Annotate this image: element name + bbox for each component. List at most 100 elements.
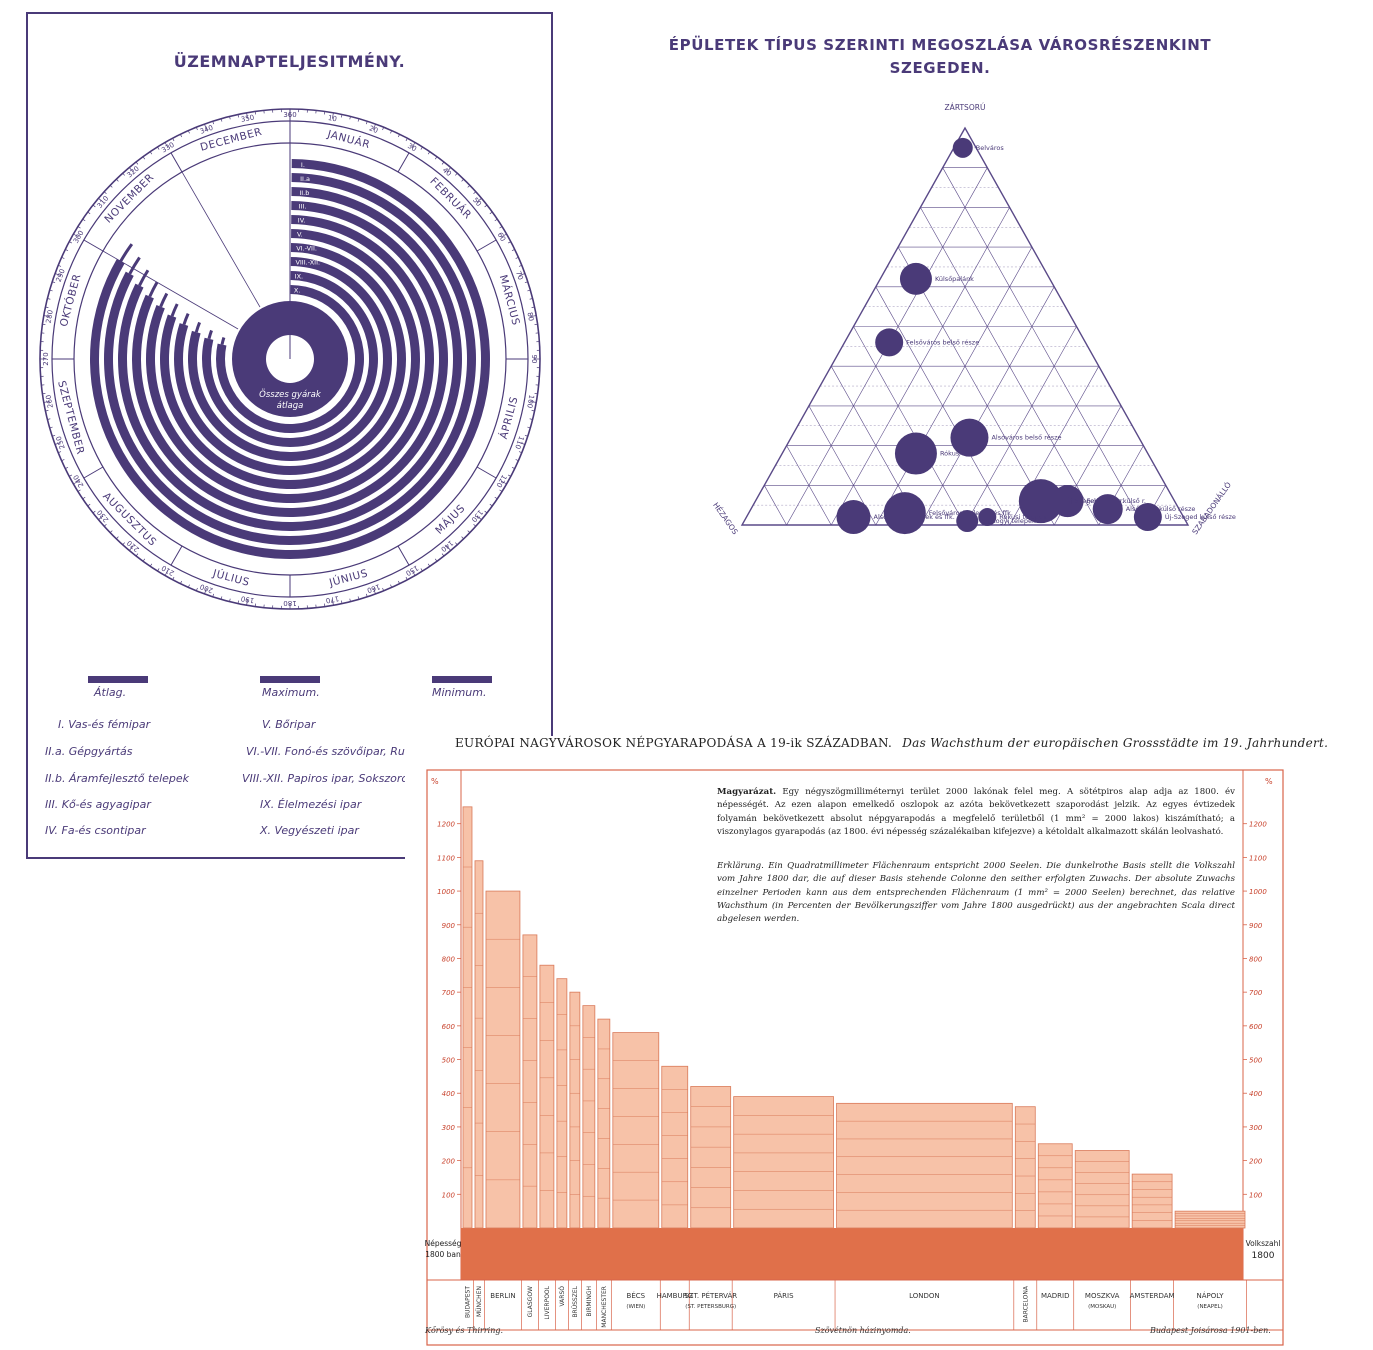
category-sub-label: (WIEN) [626,1304,645,1310]
ring-label: VI.-VII. [296,245,317,253]
scale-tick [142,156,146,160]
scale-tick [529,298,533,300]
scale-label: 320 [125,165,140,180]
scale-tick [332,599,334,606]
scale-tick [441,553,445,557]
scale-tick [87,211,91,215]
axis-unit-right: % [1265,777,1273,786]
scale-tick [511,466,515,469]
ternary-title-line-2: SZEGEDEN. [889,59,991,77]
band-arrow [159,292,169,308]
average-disc [232,301,290,417]
scale-tick [397,134,400,138]
scale-label: 270 [42,352,50,365]
category-label: LONDON [909,1292,940,1300]
industry-item: V. Bőripar [262,718,316,731]
category-label: AMSTERDAM [1130,1292,1175,1300]
growth-bar [597,1018,611,1229]
explanation-de-label: Erklärung. [717,861,764,871]
scale-label: 10 [327,114,337,123]
category-label: BARCELONA [1022,1285,1029,1322]
building-types-panel: ÉPÜLETEK TÍPUS SZERINTI MEGOSZLÁSA VÁROS… [620,20,1260,610]
scale-tick [109,185,113,188]
point-label: Alsóváros belső része [991,433,1061,442]
growth-bar [661,1065,689,1229]
scale-tick [229,116,231,120]
scale-tick [446,167,451,173]
scale-tick [519,442,526,445]
scale-tick [45,306,49,308]
scale-label: 190 [240,594,255,604]
legend-swatch-minimum [432,676,492,683]
y-tick-label: 500 [442,1057,456,1065]
ring-label: IX. [295,273,303,281]
growth-bar [1131,1173,1173,1229]
legend-label-minimum: Minimum. [432,686,487,699]
scale-tick [515,256,519,259]
scale-tick [530,315,537,317]
scale-tick [390,130,393,134]
band-arrow [170,303,179,317]
growth-bar [1014,1106,1036,1229]
y-tick-label: 900 [442,922,456,930]
grid-line [764,485,787,526]
explanation-hu-text: Egy négyszögmilliméternyi terület 2000 l… [717,787,1235,837]
scale-tick [92,204,96,208]
center-label: Összes gyárak [259,389,322,400]
scale-tick [187,130,190,134]
base-label-left: Népesség [425,1239,462,1248]
scale-label: 100 [525,394,535,409]
growth-bar [522,934,538,1229]
growth-bar-chart: % % 100 100 200 200 300 300 400 400 500 500 600 600 70… [425,769,1284,1346]
category-sub-label: (ST. PETERSBURG) [685,1304,736,1310]
radial-guide [181,171,261,308]
scale-tick [357,118,360,122]
legend-label-average: Átlag. [94,686,127,699]
scale-tick [82,218,86,222]
scale-tick [187,584,190,588]
point-label: Belváros [976,144,1005,152]
data-point [1133,503,1162,532]
ring-label: VIII.-XII. [295,259,320,267]
scale-tick [246,112,248,119]
scale-tick [476,198,482,203]
scale-tick [467,185,471,188]
scale-tick [172,138,175,142]
growth-bar [1037,1143,1073,1229]
scale-tick [341,114,343,118]
data-point [956,510,979,533]
footer-place: Budapest Joisárosa 1901-ben. [1150,1326,1271,1335]
scale-tick [529,418,533,420]
scale-tick [149,151,153,155]
scale-label: 60 [496,231,507,243]
growth-bar [485,890,521,1229]
y-tick-label: 200 [1249,1158,1263,1166]
scale-tick [196,587,198,591]
ternary-title-line-1: ÉPÜLETEK TÍPUS SZERINTI MEGOSZLÁSA VÁROS… [668,36,1212,54]
growth-bar [612,1032,660,1229]
month-divider [397,545,410,566]
scale-tick [507,241,511,244]
band-arrow [220,337,226,345]
y-tick-label: 200 [442,1158,456,1166]
scale-tick [47,298,51,300]
month-label: ÁPRILIS [497,395,521,441]
scale-tick [519,273,526,276]
growth-title-de: Das Wachsthum der europäischen Grossstäd… [902,736,1329,750]
month-label: MÁRCIUS [497,273,523,327]
scale-tick [446,545,451,551]
scale-tick [135,161,139,165]
vertex-label-right: SZABADONÁLLÓ [1190,480,1233,536]
scale-tick [212,121,215,125]
y-tick-label: 1100 [1249,854,1267,862]
month-label: MÁJUS [433,502,468,537]
scale-tick [73,480,79,485]
point-label: Külsőpalánk [935,274,974,283]
scale-tick [420,568,423,572]
scale-tick [164,570,169,576]
growth-bar [1074,1150,1130,1229]
y-tick-label: 1000 [1249,888,1267,896]
industry-item: II.a. Gépgyártás [45,745,133,758]
scale-tick [45,410,49,412]
scale-tick [116,536,119,540]
